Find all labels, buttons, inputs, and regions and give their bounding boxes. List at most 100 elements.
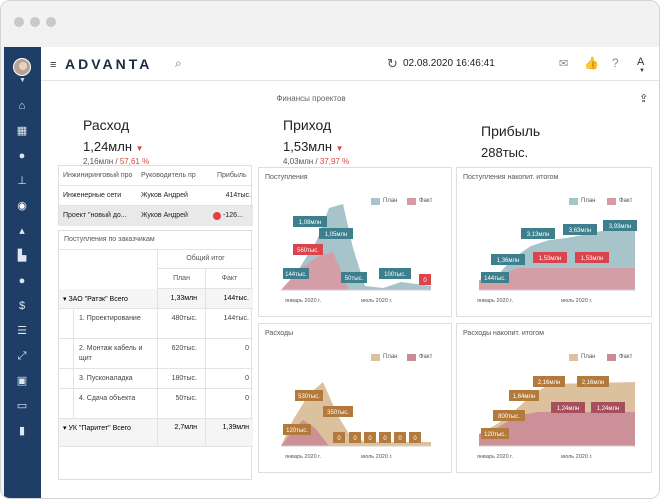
table-row[interactable]: ▾ ЗАО "Ратэк" Всего 1,33млн 144тыс. — [59, 289, 253, 309]
table-row[interactable]: 1. Проектирование 480тыс. 144тыс. — [59, 309, 253, 339]
bookmark-icon[interactable]: ▮ — [18, 425, 26, 437]
tasks-icon[interactable]: ☰ — [17, 325, 27, 337]
row-label: ▾ ЗАО "Ратэк" Всего — [63, 296, 128, 303]
legend-plan[interactable]: План — [581, 198, 596, 204]
data-label-6 — [591, 402, 625, 413]
col-header[interactable]: Прибыль — [217, 172, 247, 179]
x-tick-label: январь 2020 г. — [285, 298, 321, 304]
sidebar: ▼ ⌂ ▦ ● ⊥ ◉ ▴ ▙ ● $ ☰ ⤢ ▣ ▭ ▮ — [4, 47, 41, 498]
kpi-plan: 2,16млн — [83, 157, 114, 166]
legend-fact[interactable]: Факт — [419, 198, 433, 204]
reports-icon[interactable]: ▣ — [16, 375, 28, 387]
gantt-icon[interactable]: ▙ — [17, 250, 27, 262]
col-header[interactable]: Руководитель пр — [141, 172, 196, 179]
data-label-4 — [493, 410, 525, 421]
team-icon[interactable]: ● — [18, 275, 26, 287]
col-header-fact[interactable]: Факт — [205, 269, 253, 289]
calendar-icon[interactable]: ▦ — [16, 125, 28, 137]
row-label: 1. Проектирование — [73, 309, 157, 339]
x-tick-label: июль 2020 г. — [361, 298, 393, 304]
row-fact: 144тыс. — [223, 295, 249, 302]
chart-svg: 3,13млн 3,63млн 3,93млн 1,36млн 1,53млн … — [477, 220, 637, 304]
main-content: ≡ ADVANTA ⌕ ↻ 02.08.2020 16:46:41 ✉ 👍 ? … — [41, 47, 659, 498]
table-row[interactable]: Проект "новый до... Жуков Андрей -126... — [59, 206, 253, 226]
legend-plan[interactable]: План — [581, 354, 596, 360]
expand-icon[interactable]: ⤢ — [17, 350, 27, 362]
data-label-5 — [533, 252, 567, 263]
analytics-icon[interactable]: ▴ — [19, 225, 25, 237]
legend-fact[interactable]: Факт — [619, 354, 633, 360]
data-label-5 — [551, 402, 585, 413]
data-label-1 — [293, 216, 327, 227]
x-tick-label: июль 2020 г. — [561, 454, 593, 460]
legend-plan[interactable]: План — [383, 354, 398, 360]
window-dot-3[interactable] — [46, 17, 56, 27]
logo[interactable]: ADVANTA — [65, 56, 152, 72]
table-row[interactable]: 3. Пусконаладка 180тыс. 0 — [59, 369, 253, 389]
legend-fact[interactable]: Факт — [619, 198, 633, 204]
chevron-down-icon[interactable]: ▼ — [19, 77, 26, 84]
search-icon[interactable]: ⌕ — [175, 56, 182, 70]
kpi-plan: 4,03млн — [283, 157, 314, 166]
org-chart-icon[interactable]: ⊥ — [17, 175, 27, 187]
data-label-1 — [533, 376, 565, 387]
data-label-text: 1,24млн — [597, 406, 620, 412]
data-label-5 — [349, 432, 361, 443]
refresh-icon[interactable]: ↻ — [387, 56, 398, 71]
table-row[interactable]: ▾ УК "Паритет" Всего 2,7млн 1,39млн — [59, 419, 253, 447]
row-label: 2. Монтаж кабель и щит — [73, 339, 157, 369]
users-icon[interactable]: ● — [18, 150, 26, 162]
row-fact: 144тыс. — [223, 315, 249, 322]
col-header-plan[interactable]: План — [157, 269, 205, 289]
group-header: Общий итог — [157, 249, 253, 269]
table-row[interactable]: 4. Сдача объекта 50тыс. 0 — [59, 389, 253, 419]
table-row[interactable]: Инженерные сети Жуков Андрей 414тыс. — [59, 186, 253, 206]
data-label-text: 1,24млн — [557, 406, 580, 412]
data-label-text: 144тыс. — [285, 272, 307, 278]
project-manager: Жуков Андрей — [141, 212, 188, 219]
window-icon[interactable]: ▭ — [16, 400, 28, 412]
table-row[interactable]: 2. Монтаж кабель и щит 620тыс. 0 — [59, 339, 253, 369]
project-profit: -126... — [223, 212, 243, 219]
chevron-down-icon[interactable]: ▼ — [639, 68, 645, 74]
user-menu-icon[interactable]: A — [637, 56, 645, 68]
data-label-6 — [575, 252, 609, 263]
legend-fact[interactable]: Факт — [419, 354, 433, 360]
help-icon[interactable]: ? — [612, 56, 619, 70]
data-label-text: 144тыс. — [484, 276, 506, 282]
menu-icon[interactable]: ≡ — [50, 59, 57, 71]
down-triangle-icon: ▼ — [335, 144, 344, 153]
project-name: Проект "новый до... — [63, 212, 127, 219]
window-dot-2[interactable] — [30, 17, 40, 27]
down-triangle-icon: ▼ — [135, 144, 144, 153]
export-icon[interactable]: ⇪ — [639, 93, 649, 105]
data-label-8 — [394, 432, 406, 443]
legend-swatch-plan — [569, 354, 578, 361]
avatar[interactable] — [13, 58, 31, 76]
data-label-text: 1,08млн — [299, 220, 322, 226]
kpi-pct: 57,61 % — [119, 157, 150, 166]
project-name: Инженерные сети — [63, 192, 122, 199]
table-title: Поступления по заказчикам — [64, 236, 155, 243]
data-label-text: 3,93млн — [609, 224, 632, 230]
col-header[interactable]: Инжиниринговый про — [63, 172, 133, 179]
projects-icon[interactable]: ◉ — [13, 197, 31, 215]
kpi-title: Прибыль — [481, 123, 541, 139]
kpi-income: Приход 1,53млн ▼ 4,03млн / 37,97 % — [283, 117, 349, 166]
row-plan: 50тыс. — [175, 395, 197, 402]
home-icon[interactable]: ⌂ — [18, 100, 26, 112]
chart-title: Расходы накопит. итогом — [463, 330, 544, 337]
data-label-7 — [481, 272, 509, 283]
row-fact: 0 — [245, 345, 249, 352]
data-label-2 — [323, 406, 353, 417]
like-icon[interactable]: 👍 — [584, 56, 599, 70]
project-profit: 414тыс. — [225, 192, 251, 199]
data-label-text: 530тыс. — [298, 394, 320, 400]
data-label-2 — [577, 376, 609, 387]
data-label-text: 120тыс. — [286, 428, 308, 434]
dollar-icon[interactable]: $ — [18, 300, 26, 312]
legend-swatch-fact — [607, 354, 616, 361]
window-dot-1[interactable] — [14, 17, 24, 27]
legend-plan[interactable]: План — [383, 198, 398, 204]
mail-icon[interactable]: ✉ — [559, 58, 569, 70]
